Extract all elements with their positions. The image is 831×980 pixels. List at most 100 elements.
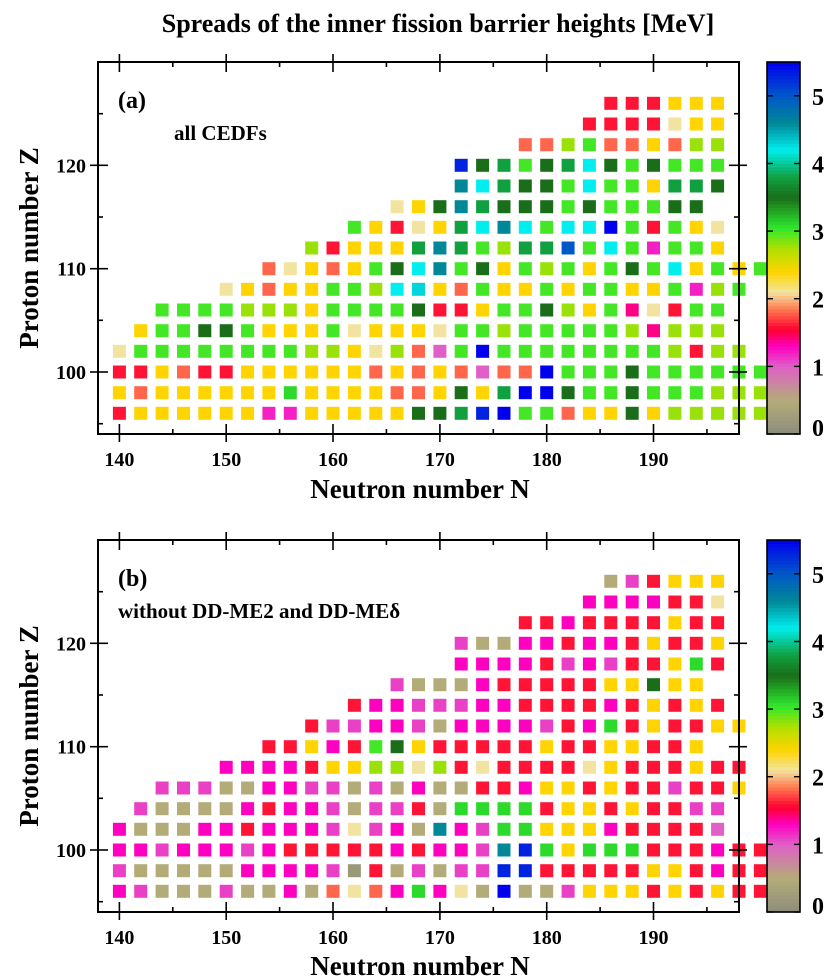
heatmap-cell <box>518 406 532 420</box>
heatmap-cell <box>647 386 660 400</box>
heatmap-cell <box>604 179 618 193</box>
heatmap-cell <box>753 843 767 857</box>
colorbar-segment <box>767 325 800 330</box>
heatmap-cell <box>476 262 490 276</box>
heatmap-cell <box>540 220 554 234</box>
heatmap-cell <box>412 220 425 234</box>
heatmap-cell <box>689 282 703 296</box>
heatmap-cell <box>262 864 276 878</box>
heatmap-cell <box>134 324 148 338</box>
colorbar-segment <box>767 844 800 849</box>
heatmap-cell <box>347 386 361 400</box>
heatmap-cell <box>497 884 511 898</box>
colorbar-segment <box>767 268 800 273</box>
heatmap-cell <box>219 365 233 379</box>
heatmap-cell <box>668 158 682 172</box>
heatmap-cell <box>476 843 490 857</box>
colorbar-segment <box>767 878 800 883</box>
colorbar-segment <box>767 275 800 280</box>
heatmap-cell <box>668 303 682 317</box>
x-tick-label: 150 <box>211 449 241 471</box>
heatmap-cell <box>326 884 340 898</box>
heatmap-cell <box>711 220 725 234</box>
heatmap-cell <box>625 365 639 379</box>
heatmap-cell <box>604 303 618 317</box>
heatmap-cell <box>647 158 660 172</box>
y-axis-label-b: Proton number Z <box>14 625 44 827</box>
heatmap-cell <box>668 864 682 878</box>
colorbar-segment <box>767 244 800 249</box>
colorbar-segment <box>767 85 800 90</box>
colorbar-segment <box>767 417 800 422</box>
colorbar-segment <box>767 790 800 795</box>
plot-frame-a <box>97 61 740 435</box>
colorbar-segment <box>767 871 800 876</box>
heatmap-cell <box>283 344 297 358</box>
y-tick-label: 110 <box>57 259 86 281</box>
colorbar-tick-label: 0 <box>812 894 824 920</box>
heatmap-cell <box>476 220 490 234</box>
heatmap-cell <box>305 262 319 276</box>
axes-b: 140 150 160 170 180 190 100 110 120 <box>56 532 747 949</box>
colorbar-segment <box>767 139 800 144</box>
heatmap-cell <box>369 843 383 857</box>
heatmap-cell <box>689 117 703 131</box>
heatmap-cell <box>347 282 361 296</box>
colorbar-segment <box>767 742 800 747</box>
axes-a: 140 150 160 170 180 190 100 110 120 <box>56 54 747 471</box>
heatmap-cell <box>668 344 682 358</box>
heatmap-cell <box>518 802 532 816</box>
heatmap-cell <box>518 843 532 857</box>
colorbar-segment <box>767 884 800 889</box>
heatmap-cell <box>219 282 233 296</box>
heatmap-cell <box>561 636 575 650</box>
heatmap-cell <box>155 365 169 379</box>
heatmap-cell <box>647 781 660 795</box>
colorbar-segment <box>767 570 800 575</box>
heatmap-cell <box>326 760 340 774</box>
heatmap-cell <box>625 282 639 296</box>
heatmap-cell <box>540 740 554 754</box>
heatmap-cell <box>433 884 447 898</box>
colorbar-segment <box>767 335 800 340</box>
heatmap-cell <box>668 386 682 400</box>
colorbar-segment <box>767 278 800 283</box>
heatmap-cell <box>711 843 725 857</box>
heatmap-cell <box>540 636 554 650</box>
heatmap-cell <box>454 241 468 255</box>
heatmap-cell <box>198 822 212 836</box>
heatmap-cell <box>412 678 425 692</box>
heatmap-cell <box>604 678 618 692</box>
colorbar-segment <box>767 129 800 134</box>
colorbar-segment <box>767 726 800 730</box>
heatmap-cell <box>518 303 532 317</box>
heatmap-cell <box>540 760 554 774</box>
heatmap-cell <box>476 884 490 898</box>
colorbar-segment <box>767 820 800 825</box>
heatmap-cell <box>283 303 297 317</box>
colorbar-segment <box>767 285 800 290</box>
heatmap-cell <box>625 636 639 650</box>
heatmap-cell <box>518 678 532 692</box>
colorbar-tick-label: 1 <box>812 355 824 381</box>
colorbar-segment <box>767 813 800 818</box>
heatmap-cell <box>668 678 682 692</box>
heatmap-cell <box>689 574 703 588</box>
heatmap-cell <box>497 719 511 733</box>
heatmap-cell <box>283 884 297 898</box>
heatmap-cell <box>647 262 660 276</box>
heatmap-cell <box>540 719 554 733</box>
heatmap-cell <box>582 179 596 193</box>
heatmap-cell <box>689 406 703 420</box>
colorbar-segment <box>767 376 800 381</box>
heatmap-cell <box>433 344 447 358</box>
heatmap-cell <box>518 241 532 255</box>
colorbar-segment <box>767 241 800 246</box>
colorbar-segment <box>767 119 800 124</box>
heatmap-cell <box>476 282 490 296</box>
heatmap-cell <box>241 324 255 338</box>
heatmap-cell <box>155 802 169 816</box>
heatmap-cell <box>689 843 703 857</box>
heatmap-cell <box>412 262 425 276</box>
